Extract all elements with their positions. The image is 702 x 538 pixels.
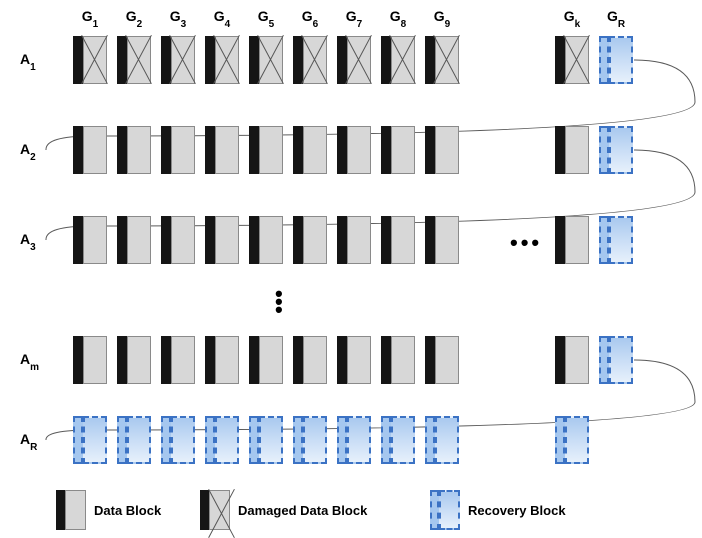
col-label: G3 [158,8,198,28]
data-block [161,126,195,174]
data-block [381,216,415,264]
data-block [117,336,151,384]
damaged-block [73,36,107,84]
recovery-block [599,36,633,84]
col-label: G9 [422,8,462,28]
data-block [425,336,459,384]
data-block [161,216,195,264]
recovery-block [293,416,327,464]
row-label: A1 [20,51,50,71]
recovery-block [205,416,239,464]
legend-item-recovery: Recovery Block [430,490,566,530]
col-label: G6 [290,8,330,28]
legend-item-damaged: Damaged Data Block [200,490,367,530]
recovery-block [599,336,633,384]
recovery-block [599,126,633,174]
data-block [381,336,415,384]
data-block [249,216,283,264]
data-block [555,336,589,384]
legend-label: Damaged Data Block [238,503,367,518]
row-label: A2 [20,141,50,161]
data-block [555,216,589,264]
recovery-block [73,416,107,464]
col-label: G1 [70,8,110,28]
data-block [205,126,239,174]
row-label: A3 [20,231,50,251]
recovery-block [117,416,151,464]
data-block [381,126,415,174]
row-label: Am [20,351,50,371]
col-label: G4 [202,8,242,28]
data-block [293,216,327,264]
data-block [293,126,327,174]
recovery-block [381,416,415,464]
recovery-block [430,490,460,530]
data-block [249,336,283,384]
recovery-block [249,416,283,464]
damaged-block [293,36,327,84]
data-block [205,336,239,384]
data-block [117,216,151,264]
data-block [555,126,589,174]
data-block [205,216,239,264]
data-block [161,336,195,384]
data-block [73,336,107,384]
recovery-block [337,416,371,464]
data-block [425,216,459,264]
legend-item-data: Data Block [56,490,161,530]
data-block [249,126,283,174]
damaged-block [381,36,415,84]
damaged-block [205,36,239,84]
recovery-block [161,416,195,464]
damaged-block [555,36,589,84]
data-block [73,126,107,174]
damaged-block [200,490,230,530]
horizontal-ellipsis: ••• [510,230,542,256]
legend-label: Recovery Block [468,503,566,518]
damaged-block [117,36,151,84]
col-label: G5 [246,8,286,28]
row-label: AR [20,431,50,451]
data-block [337,216,371,264]
damaged-block [425,36,459,84]
damaged-block [161,36,195,84]
recovery-block [599,216,633,264]
data-block [337,336,371,384]
data-block [117,126,151,174]
data-block [56,490,86,530]
col-label: GR [596,8,636,28]
data-block [293,336,327,384]
damaged-block [337,36,371,84]
damaged-block [249,36,283,84]
legend-label: Data Block [94,503,161,518]
recovery-block [425,416,459,464]
vertical-ellipsis: ••• [275,290,283,314]
col-label: G8 [378,8,418,28]
col-label: G7 [334,8,374,28]
diagram-canvas: G1G2G3G4G5G6G7G8G9 GkGR A1 A2 A3 Am AR ••• ••• Da… [0,0,702,535]
col-label: Gk [552,8,592,28]
col-label: G2 [114,8,154,28]
data-block [337,126,371,174]
recovery-block [555,416,589,464]
data-block [425,126,459,174]
data-block [73,216,107,264]
